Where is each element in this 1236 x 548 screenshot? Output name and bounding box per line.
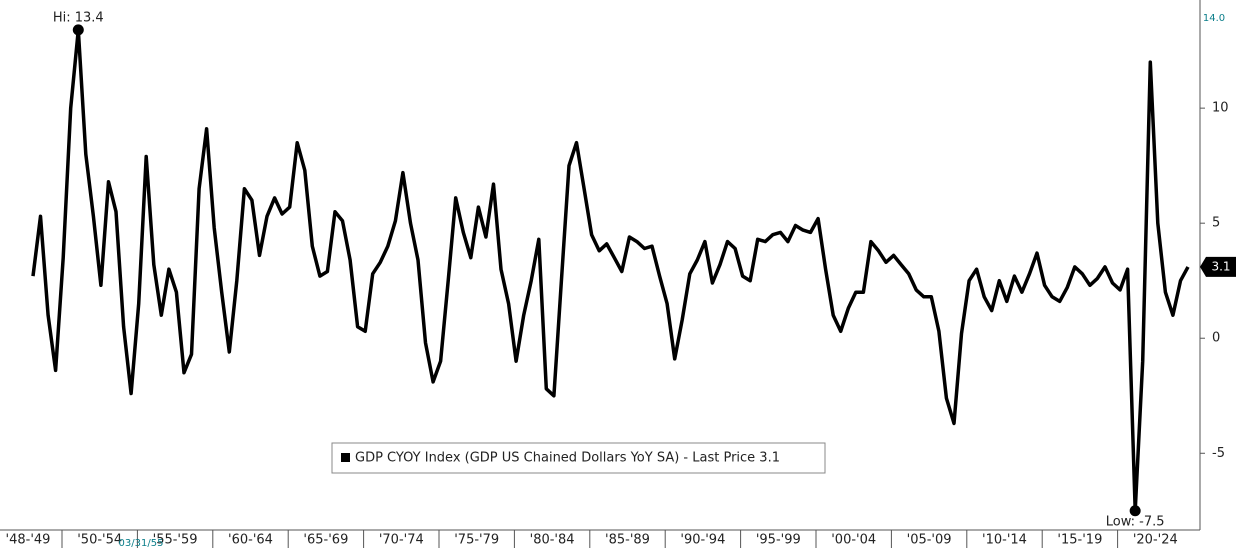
legend-box [331,442,826,474]
last-price-label: 3.1 [1211,259,1230,273]
x-tick-label: '80-'84 [530,533,575,548]
x-tick-label: '15-'19 [1057,533,1102,548]
y-tick-label: 10 [1212,101,1229,116]
x-tick-label: '60-'64 [228,533,273,548]
x-tick-label: '50-'54 [77,533,122,548]
legend: GDP CYOY Index (GDP US Chained Dollars Y… [331,442,826,474]
low-label: Low: -7.5 [1106,514,1165,529]
x-tick-label: '55-'59 [153,533,198,548]
y-tick-label: 0 [1212,331,1220,346]
high-label: Hi: 13.4 [53,10,104,25]
high-marker [72,24,84,36]
x-tick-label: '85-'89 [605,533,650,548]
last-price-box [1200,256,1236,277]
low-marker [1129,505,1141,517]
y-tick-label: -5 [1212,446,1225,461]
legend-swatch [341,453,350,462]
gdp-line [31,28,1190,513]
x-tick-label: '20-'24 [1133,533,1178,548]
x-tick-label: '10-'14 [982,533,1027,548]
date-label: 03/31/55 [119,538,164,548]
x-tick-label: '48-'49 [6,533,51,548]
y-tick-label: 5 [1212,216,1220,231]
x-tick-label: '95-'99 [756,533,801,548]
x-tick-label: '90-'94 [680,533,725,548]
top-label: 14.0 [1203,13,1225,24]
x-tick-label: '05-'09 [907,533,952,548]
x-tick-label: '70-'74 [379,533,424,548]
x-tick-label: '65-'69 [303,533,348,548]
x-tick-label: '00-'04 [831,533,876,548]
x-tick-label: '75-'79 [454,533,499,548]
legend-text: GDP CYOY Index (GDP US Chained Dollars Y… [355,451,780,466]
